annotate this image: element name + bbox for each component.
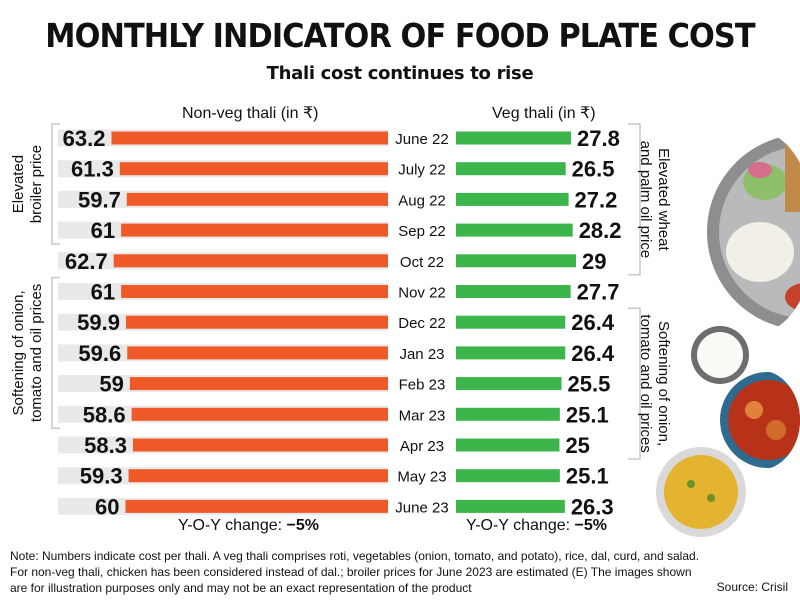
month-label: July 22 xyxy=(398,162,446,179)
nonveg-bar xyxy=(126,192,388,206)
veg-value-label: 25.5 xyxy=(568,372,611,397)
nonveg-value-label: 58.6 xyxy=(83,402,126,427)
month-label: June 22 xyxy=(395,131,448,148)
month-label: Jan 23 xyxy=(399,346,444,363)
veg-value-label: 25.1 xyxy=(566,464,609,489)
yoy-value: −5% xyxy=(574,517,607,534)
nonveg-bar xyxy=(119,162,388,176)
veg-bar xyxy=(456,254,576,268)
annotation-label: Softening of onion,tomato and oil prices xyxy=(10,284,45,422)
curd-bowl-icon xyxy=(691,326,749,384)
nonveg-value-label: 59.9 xyxy=(77,310,120,335)
nonveg-bar xyxy=(132,438,388,452)
thali-plate-icon xyxy=(707,132,800,330)
annotation-bracket xyxy=(628,307,641,460)
yoy-label: Y-O-Y change: xyxy=(178,517,283,534)
dal-bowl-icon xyxy=(656,447,746,537)
nonveg-bar xyxy=(125,315,388,329)
annotation-label: Elevated wheatand palm oil price xyxy=(637,141,672,259)
nonveg-value-label: 60 xyxy=(95,494,119,519)
nonveg-bar xyxy=(121,223,388,237)
veg-bar xyxy=(456,131,572,145)
annotation-bracket xyxy=(628,123,641,276)
veg-bar xyxy=(456,377,562,391)
month-label: Oct 22 xyxy=(400,254,444,271)
veg-bar xyxy=(456,223,573,237)
veg-yoy-change: Y-O-Y change: −5% xyxy=(466,517,607,535)
month-label: June 23 xyxy=(395,499,448,516)
veg-bar xyxy=(456,499,565,513)
month-label: May 23 xyxy=(397,469,446,486)
nonveg-yoy-change: Y-O-Y change: −5% xyxy=(178,517,319,535)
month-label: Aug 22 xyxy=(398,192,446,209)
thali-cost-chart: Elevatedbroiler price Softening of onion,… xyxy=(10,123,672,519)
nonveg-value-label: 59 xyxy=(99,372,123,397)
veg-value-label: 26.4 xyxy=(571,341,615,366)
month-label: Mar 23 xyxy=(399,407,446,424)
veg-panel-title: Veg thali (in ₹) xyxy=(492,105,596,122)
veg-bar xyxy=(456,162,566,176)
veg-bar xyxy=(456,192,569,206)
month-label: Nov 22 xyxy=(398,285,446,302)
veg-bar xyxy=(456,438,560,452)
veg-value-label: 26.4 xyxy=(571,310,615,335)
veg-value-label: 28.2 xyxy=(579,218,622,243)
veg-value-label: 25 xyxy=(565,433,589,458)
chart-subtitle: Thali cost continues to rise xyxy=(266,63,534,84)
chicken-curry-icon xyxy=(720,372,800,468)
footnote: Note: Numbers indicate cost per thali. A… xyxy=(10,549,700,595)
month-label: Feb 23 xyxy=(399,377,446,394)
nonveg-value-label: 61 xyxy=(91,218,115,243)
veg-value-label: 26.3 xyxy=(571,494,614,519)
veg-value-label: 26.5 xyxy=(572,157,615,182)
yoy-label: Y-O-Y change: xyxy=(466,517,571,534)
veg-bar xyxy=(456,346,566,360)
nonveg-bar xyxy=(127,346,388,360)
veg-value-label: 27.7 xyxy=(577,280,620,305)
nonveg-value-label: 61 xyxy=(91,280,115,305)
annotation-label: Softening of onion,tomato and oil prices xyxy=(637,314,672,452)
nonveg-bar xyxy=(131,407,388,421)
nonveg-bar xyxy=(111,131,388,145)
annotation-bracket xyxy=(51,276,60,430)
nonveg-value-label: 58.3 xyxy=(84,433,127,458)
nonveg-panel-title: Non-veg thali (in ₹) xyxy=(182,105,319,122)
month-label: Sep 22 xyxy=(398,223,446,240)
nonveg-value-label: 62.7 xyxy=(65,249,108,274)
chart-title: MONTHLY INDICATOR OF FOOD PLATE COST xyxy=(45,16,755,55)
annotation-bracket xyxy=(51,123,60,245)
nonveg-bar xyxy=(128,469,388,483)
yoy-value: −5% xyxy=(286,517,319,534)
nonveg-value-label: 63.2 xyxy=(63,126,106,151)
month-label: Apr 23 xyxy=(400,438,444,455)
veg-bar xyxy=(456,407,560,421)
nonveg-value-label: 59.7 xyxy=(78,187,121,212)
nonveg-bar xyxy=(113,254,388,268)
veg-bar xyxy=(456,315,566,329)
veg-value-label: 27.8 xyxy=(577,126,620,151)
veg-bar xyxy=(456,285,571,298)
nonveg-value-label: 59.3 xyxy=(80,464,123,489)
source-credit: Source: Crisil xyxy=(716,580,788,594)
nonveg-bar xyxy=(129,377,388,391)
veg-value-label: 25.1 xyxy=(566,402,609,427)
month-label: Dec 22 xyxy=(398,315,446,332)
annotation-label: Elevatedbroiler price xyxy=(10,145,45,223)
veg-bar xyxy=(456,469,560,483)
nonveg-value-label: 59.6 xyxy=(78,341,121,366)
nonveg-bar xyxy=(125,499,388,513)
nonveg-bar xyxy=(121,285,388,298)
veg-value-label: 27.2 xyxy=(575,187,618,212)
veg-value-label: 29 xyxy=(582,249,606,274)
nonveg-value-label: 61.3 xyxy=(71,157,114,182)
